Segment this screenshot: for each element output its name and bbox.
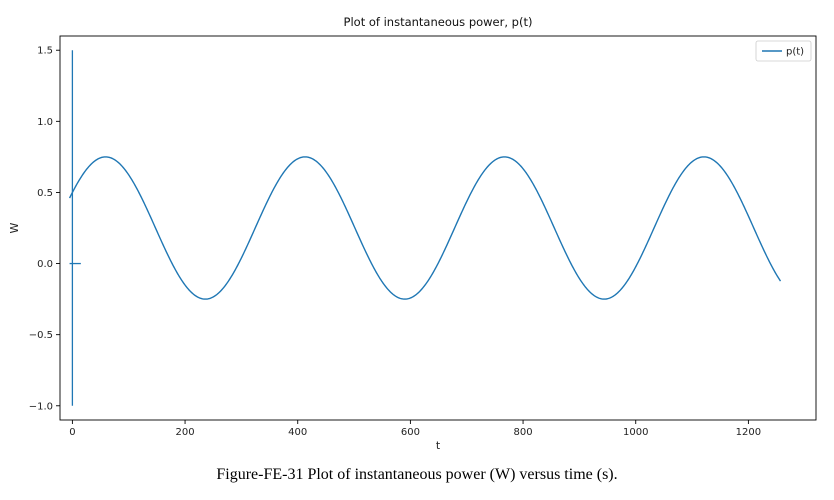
legend-box — [755, 40, 812, 62]
series-line-p-t — [68, 156, 782, 300]
y-tick-label: 0.0 — [37, 259, 53, 270]
legend-label-p-t: p(t) — [786, 47, 804, 58]
x-tick-label: 200 — [176, 427, 195, 438]
legend: p(t) — [755, 40, 812, 62]
y-tick-label: 1.5 — [37, 46, 53, 57]
x-tick-label: 1200 — [736, 427, 761, 438]
x-axis-label: t — [436, 439, 441, 452]
plot-area-frame — [59, 35, 817, 421]
y-tick-label: −1.0 — [29, 401, 53, 412]
y-tick-label: 0.5 — [37, 188, 53, 199]
y-axis-ticks: −1.0 −0.5 0.0 0.5 1.0 1.5 — [29, 46, 60, 412]
chart-title: Plot of instantaneous power, p(t) — [344, 15, 533, 29]
figure-caption: Figure-FE-31 Plot of instantaneous power… — [216, 466, 618, 483]
x-axis-ticks: 0 200 400 600 800 1000 1200 — [69, 420, 761, 438]
y-axis-label: W — [8, 222, 21, 233]
y-tick-label: −0.5 — [29, 330, 53, 341]
x-tick-label: 600 — [401, 427, 420, 438]
x-tick-label: 800 — [514, 427, 533, 438]
x-tick-label: 0 — [69, 427, 75, 438]
x-tick-label: 400 — [288, 427, 307, 438]
series-layer — [68, 50, 782, 406]
power-chart: Plot of instantaneous power, p(t) 0 200 40… — [8, 15, 817, 452]
y-tick-label: 1.0 — [37, 117, 53, 128]
x-tick-label: 1000 — [623, 427, 648, 438]
